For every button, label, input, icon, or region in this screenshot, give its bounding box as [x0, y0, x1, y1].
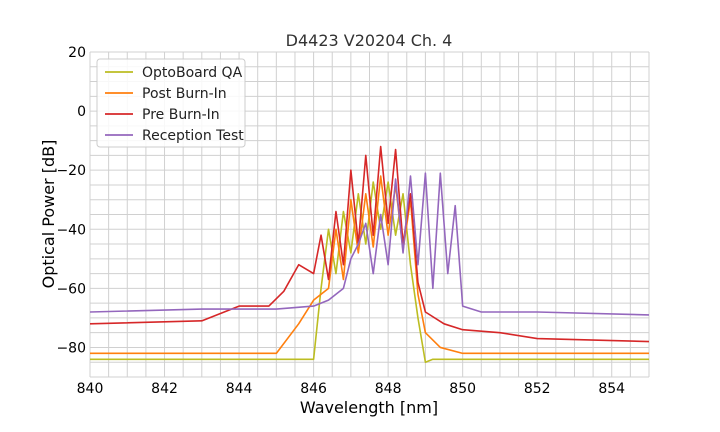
x-tick-labels: 840 842 844 846 848 850 852 854 — [77, 381, 626, 397]
x-tick-label: 848 — [375, 381, 402, 397]
series-group — [90, 145, 649, 364]
x-tick-label: 846 — [300, 381, 327, 397]
series-line-3 — [90, 172, 649, 316]
series-line-2 — [90, 145, 649, 343]
series-line-1 — [90, 175, 649, 355]
legend: OptoBoard QA Post Burn-In Pre Burn-In Recep… — [96, 58, 246, 148]
y-tick-label: −40 — [56, 222, 86, 238]
y-tick-label: −80 — [56, 340, 86, 356]
x-tick-label: 842 — [151, 381, 178, 397]
x-tick-label: 852 — [524, 381, 551, 397]
series-line-0 — [90, 181, 649, 364]
x-tick-label: 854 — [598, 381, 625, 397]
legend-box — [96, 58, 246, 148]
legend-label: OptoBoard QA — [142, 65, 243, 81]
series-layer — [90, 145, 649, 364]
legend-label: Post Burn-In — [142, 86, 227, 102]
legend-label: Pre Burn-In — [142, 107, 220, 123]
y-axis-label: Optical Power [dB] — [39, 140, 58, 289]
y-tick-label: 20 — [68, 45, 86, 61]
x-tick-label: 840 — [77, 381, 104, 397]
x-tick-label: 850 — [449, 381, 476, 397]
y-tick-label: −60 — [56, 281, 86, 297]
legend-label: Reception Test — [142, 128, 244, 144]
x-axis-label: Wavelength [nm] — [300, 398, 438, 417]
y-tick-label: 0 — [77, 104, 86, 120]
chart-title: D4423 V20204 Ch. 4 — [286, 31, 453, 50]
y-tick-labels: 20 0 −20 −40 −60 −80 — [56, 45, 86, 356]
x-tick-label: 844 — [226, 381, 253, 397]
y-tick-label: −20 — [56, 163, 86, 179]
